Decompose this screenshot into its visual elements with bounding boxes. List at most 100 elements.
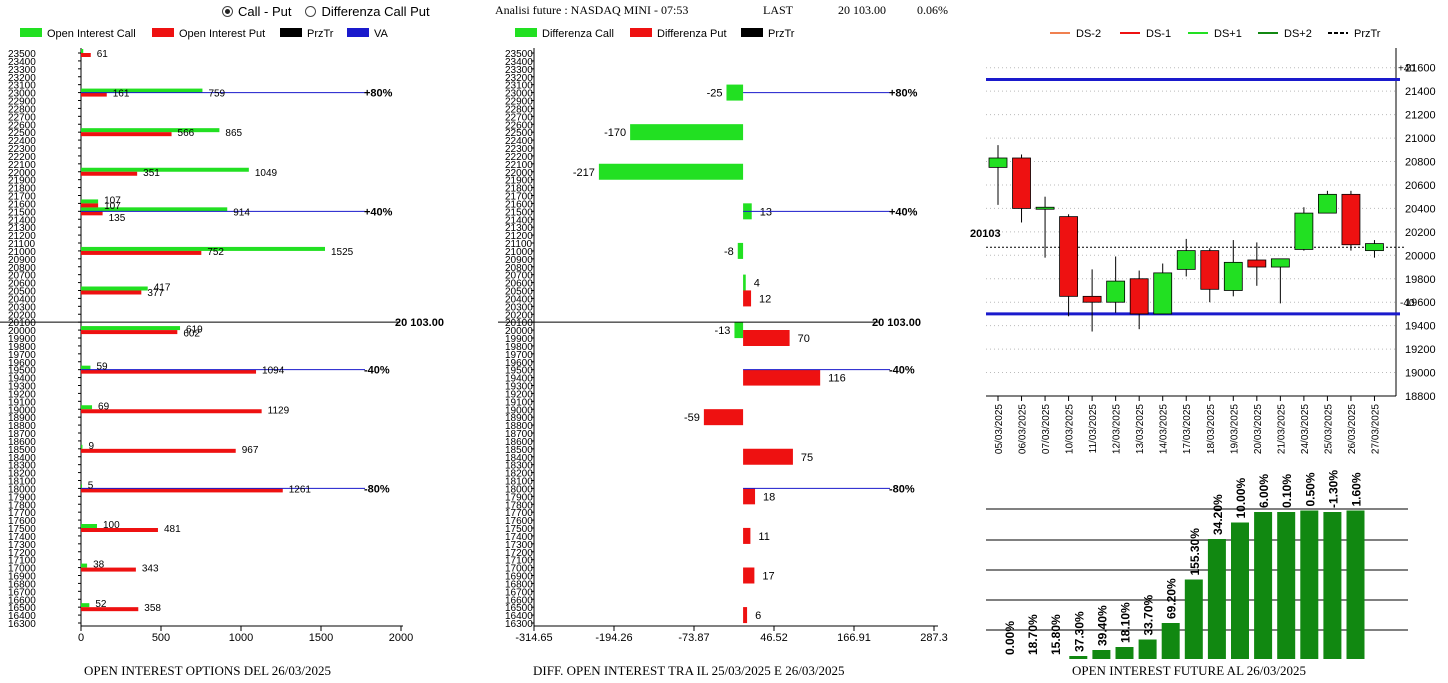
strike-tick-label: 19000 [8, 405, 36, 416]
candle-y-tick-label: 21200 [1405, 110, 1436, 122]
strike-tick-label: 16600 [8, 595, 36, 606]
options-data-label: 107 [104, 201, 121, 212]
candle-legend-label-3: DS+2 [1284, 28, 1312, 40]
diff-strike-tick-label: 22500 [505, 128, 533, 139]
diff-bar-label: 13 [760, 206, 772, 218]
radio-diff-label: Differenza Call Put [321, 4, 430, 19]
options-data-label: 52 [95, 599, 107, 610]
strike-tick-label: 22200 [8, 152, 36, 163]
options-data-label: 967 [242, 445, 259, 456]
strike-tick-label: 20600 [8, 279, 36, 290]
diff-bar [743, 488, 756, 505]
strike-tick-label: 20400 [8, 294, 36, 305]
diff-strike-tick-label: 19400 [505, 374, 533, 385]
diff-strike-tick-label: 23200 [505, 73, 533, 84]
diff-strike-tick-label: 17700 [505, 508, 533, 519]
options-data-label: 351 [143, 168, 160, 179]
strike-tick-label: 16400 [8, 611, 36, 622]
diff-strike-tick-label: 23100 [505, 81, 533, 92]
put-bar [81, 203, 99, 208]
options-data-label: 1525 [331, 247, 354, 258]
call-bar [81, 286, 148, 291]
put-bar [81, 448, 236, 453]
diff-strike-tick-label: 21700 [505, 192, 533, 203]
strike-tick-label: 17700 [8, 508, 36, 519]
candle-date-label: 26/03/2025 [1347, 404, 1358, 454]
call-bar [81, 88, 203, 93]
strike-tick-label: 16700 [8, 587, 36, 598]
strike-tick-label: 18500 [8, 445, 36, 456]
diff-bar-label: -8 [724, 246, 734, 258]
strike-tick-label: 21600 [8, 199, 36, 210]
radio-call-put-indicator[interactable] [222, 6, 233, 17]
candle-date-label: 05/03/2025 [994, 404, 1005, 454]
call-bar [81, 167, 249, 172]
diff-strike-tick-label: 22800 [505, 104, 533, 115]
strike-tick-label: 17200 [8, 548, 36, 559]
future-bar [1184, 579, 1203, 659]
diff-strike-tick-label: 18700 [505, 429, 533, 440]
future-bar-label: 15.80% [1049, 614, 1063, 655]
diff-bar [630, 124, 744, 141]
strike-tick-label: 22500 [8, 128, 36, 139]
put-bar [81, 92, 107, 97]
legend-label-3: VA [374, 28, 389, 40]
candle-date-label: 06/03/2025 [1018, 404, 1029, 454]
future-bar-label: 33.70% [1142, 594, 1156, 635]
put-bar [81, 250, 202, 255]
options-data-label: 358 [144, 603, 161, 614]
strike-tick-label: 16500 [8, 603, 36, 614]
put-bar [81, 171, 138, 176]
strike-tick-label: 20100 [8, 318, 36, 329]
candle-date-label: 10/03/2025 [1065, 404, 1076, 454]
strike-tick-label: 19100 [8, 397, 36, 408]
options-x-tick-label: 500 [152, 632, 170, 644]
diff-strike-tick-label: 17200 [505, 548, 533, 559]
future-bar-label: 69.20% [1165, 578, 1179, 619]
diff-bar [743, 274, 746, 291]
call-bar [81, 405, 93, 410]
strike-tick-label: 17800 [8, 500, 36, 511]
diff-strike-tick-label: 20500 [505, 287, 533, 298]
candle-body [1035, 206, 1055, 210]
options-data-label: 377 [147, 288, 164, 299]
diff-bar-label: -170 [604, 127, 626, 139]
put-bar [81, 369, 257, 374]
candle-date-label: 12/03/2025 [1112, 404, 1123, 454]
diff-bar [598, 163, 744, 180]
strike-tick-label: 18700 [8, 429, 36, 440]
diff-va-label: +80% [889, 88, 918, 100]
call-bar [81, 365, 91, 370]
va-label: +80% [364, 88, 393, 100]
candle-body [1223, 261, 1243, 291]
strike-tick-label: 18900 [8, 413, 36, 424]
options-x-tick-label: 0 [78, 632, 84, 644]
diff-strike-tick-label: 21500 [505, 207, 533, 218]
radio-diff-call-put[interactable]: Differenza Call Put [305, 4, 430, 19]
future-bar-label: 1.60% [1350, 472, 1364, 506]
candle-date-label: 25/03/2025 [1323, 404, 1334, 454]
candle-body [1365, 243, 1384, 252]
future-bar-label: 18.10% [1119, 602, 1133, 643]
radio-call-put[interactable]: Call - Put [222, 4, 291, 19]
strike-tick-label: 22900 [8, 97, 36, 108]
diff-strike-tick-label: 20600 [505, 279, 533, 290]
strike-tick-label: 17000 [8, 564, 36, 575]
future-bar-label: 6.00% [1257, 474, 1271, 508]
radio-diff-indicator[interactable] [305, 6, 317, 17]
lower-band-label: -40 [1400, 298, 1415, 309]
call-bar [81, 207, 228, 212]
call-bar [81, 444, 83, 449]
strike-tick-label: 17300 [8, 540, 36, 551]
options-data-label: 602 [183, 328, 200, 339]
diff-strike-tick-label: 21900 [505, 176, 533, 187]
strike-tick-label: 18200 [8, 469, 36, 480]
strike-tick-label: 20500 [8, 287, 36, 298]
mode-selector: Call - Put Differenza Call Put [222, 4, 430, 19]
diff-strike-tick-label: 22300 [505, 144, 533, 155]
diff-strike-tick-label: 22000 [505, 168, 533, 179]
put-bar [81, 53, 91, 57]
diff-strike-tick-label: 16400 [505, 611, 533, 622]
options-data-label: 1049 [255, 168, 278, 179]
candle-date-label: 20/03/2025 [1253, 404, 1264, 454]
